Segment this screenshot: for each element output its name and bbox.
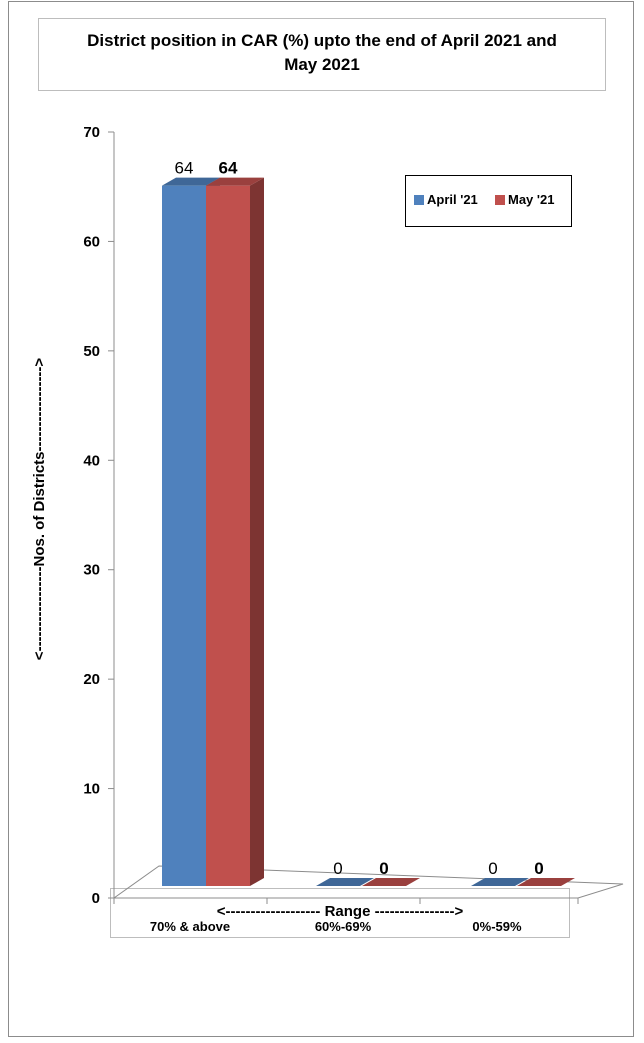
- y-tick-label: 40: [83, 452, 100, 469]
- data-label-1-1: 0: [379, 859, 388, 878]
- bar-0-0: [162, 186, 206, 886]
- bar-side-1-0: [250, 178, 264, 886]
- data-label-1-2: 0: [534, 859, 543, 878]
- data-label-0-1: 0: [333, 859, 342, 878]
- y-tick-label: 30: [83, 562, 100, 579]
- data-label-1-0: 64: [219, 159, 238, 178]
- y-tick-label: 20: [83, 671, 100, 688]
- data-label-0-0: 64: [175, 159, 194, 178]
- y-axis-label: <-----------------Nos. of Districts-----…: [31, 358, 48, 661]
- y-tick-label: 10: [83, 781, 100, 798]
- x-tick-label: 70% & above: [150, 919, 230, 934]
- y-tick-label: 70: [83, 124, 100, 141]
- x-tick-label: 60%-69%: [315, 919, 372, 934]
- bar-1-0: [206, 186, 250, 886]
- y-tick-label: 50: [83, 343, 100, 360]
- x-tick-label: 0%-59%: [472, 919, 522, 934]
- data-label-0-2: 0: [488, 859, 497, 878]
- y-tick-label: 0: [92, 890, 100, 907]
- y-tick-label: 60: [83, 233, 100, 250]
